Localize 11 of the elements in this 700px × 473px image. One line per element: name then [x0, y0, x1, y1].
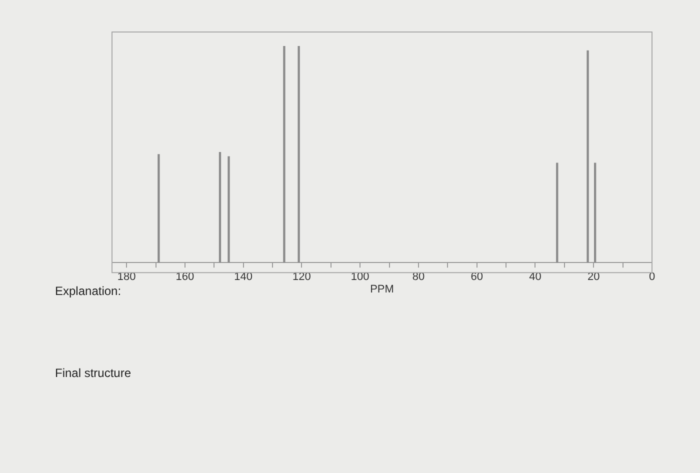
- x-axis-title: PPM: [370, 283, 394, 296]
- bar: [218, 152, 222, 263]
- text: Explanation:: [55, 284, 122, 298]
- bar: [283, 46, 286, 263]
- bar: [556, 162, 558, 263]
- bar: [594, 162, 596, 263]
- bar: [586, 50, 589, 263]
- bar: [158, 154, 160, 263]
- text: Final structure: [55, 366, 132, 380]
- bar: [298, 46, 300, 263]
- bar: [228, 156, 230, 263]
